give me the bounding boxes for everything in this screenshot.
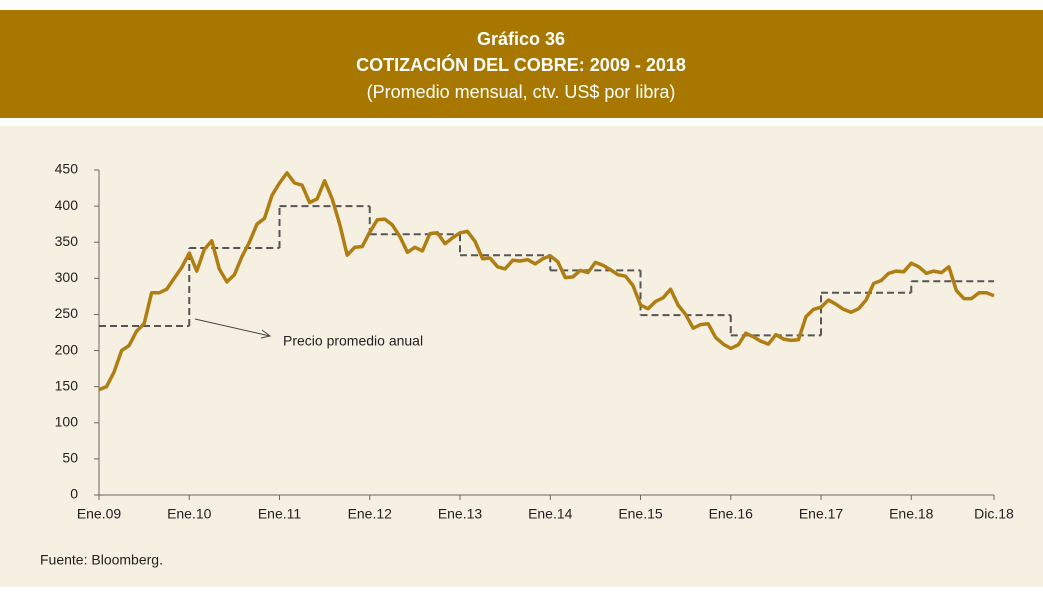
chart-panel (0, 126, 1043, 587)
arrow-head (260, 329, 272, 339)
y-tick-label: 200 (55, 341, 79, 357)
x-tick-label: Ene.18 (889, 506, 934, 522)
annotation-arrow (194, 318, 271, 337)
chart-subtitle: COTIZACIÓN DEL COBRE: 2009 - 2018 (356, 54, 686, 75)
x-tick-label: Ene.14 (528, 506, 573, 522)
y-tick-label: 100 (55, 413, 79, 429)
header-band (0, 10, 1043, 118)
y-tick-label: 350 (55, 233, 79, 249)
y-tick-label: 0 (70, 486, 78, 502)
x-tick-label: Ene.11 (258, 506, 302, 522)
price-line (98, 171, 995, 392)
y-tick-label: 250 (55, 305, 79, 321)
x-tick-label: Ene.09 (77, 506, 122, 522)
y-tick-label: 450 (55, 161, 79, 177)
y-tick-label: 400 (55, 197, 79, 213)
y-tick-label: 300 (55, 269, 79, 285)
y-tick-label: 50 (62, 450, 78, 466)
unit-note: (Promedio mensual, ctv. US$ por libra) (367, 82, 676, 102)
x-tick-label: Ene.16 (709, 506, 754, 522)
chart-title: Gráfico 36 (477, 29, 565, 49)
x-tick-label: Ene.17 (799, 506, 844, 522)
x-tick-label: Dic.18 (974, 506, 1014, 522)
x-tick-label: Ene.12 (348, 506, 393, 522)
y-tick-label: 150 (55, 377, 79, 393)
annotation: Precio promedio anual (283, 333, 423, 349)
x-tick-label: Ene.15 (618, 506, 663, 522)
source: Fuente: Bloomberg. (40, 552, 163, 568)
x-tick-label: Ene.13 (438, 506, 483, 522)
x-tick-label: Ene.10 (167, 506, 212, 522)
